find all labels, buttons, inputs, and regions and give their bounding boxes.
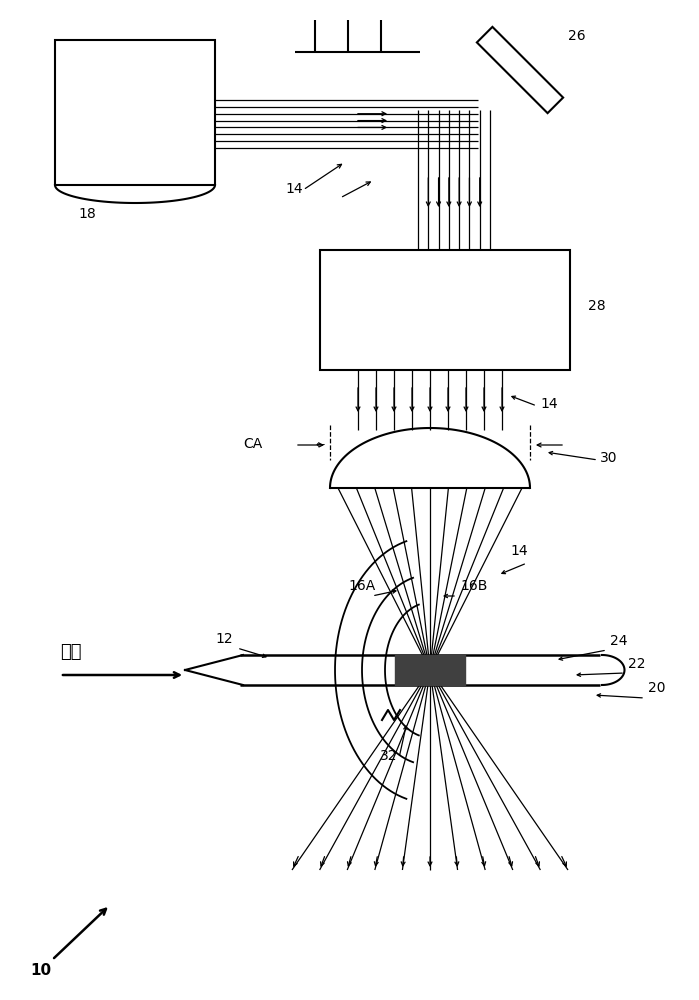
Text: CA: CA (243, 437, 262, 451)
Text: 20: 20 (648, 681, 665, 695)
Text: ←: ← (316, 440, 325, 450)
Text: 28: 28 (588, 299, 605, 313)
Text: 24: 24 (610, 634, 628, 648)
Text: 18: 18 (78, 207, 96, 221)
Text: 26: 26 (568, 29, 586, 43)
Polygon shape (477, 27, 563, 113)
Text: 12: 12 (215, 632, 233, 646)
Text: 16B: 16B (460, 579, 487, 593)
Text: 32: 32 (380, 749, 398, 763)
Text: 30: 30 (600, 451, 617, 465)
Text: 10: 10 (30, 963, 51, 978)
Text: 平移: 平移 (60, 643, 82, 661)
Text: 14: 14 (540, 397, 558, 411)
Text: 22: 22 (628, 657, 645, 671)
Text: 14: 14 (510, 544, 528, 558)
Bar (320, 250, 570, 370)
Bar (55, 40, 215, 185)
Text: 14: 14 (285, 182, 303, 196)
Text: 16A: 16A (348, 579, 375, 593)
